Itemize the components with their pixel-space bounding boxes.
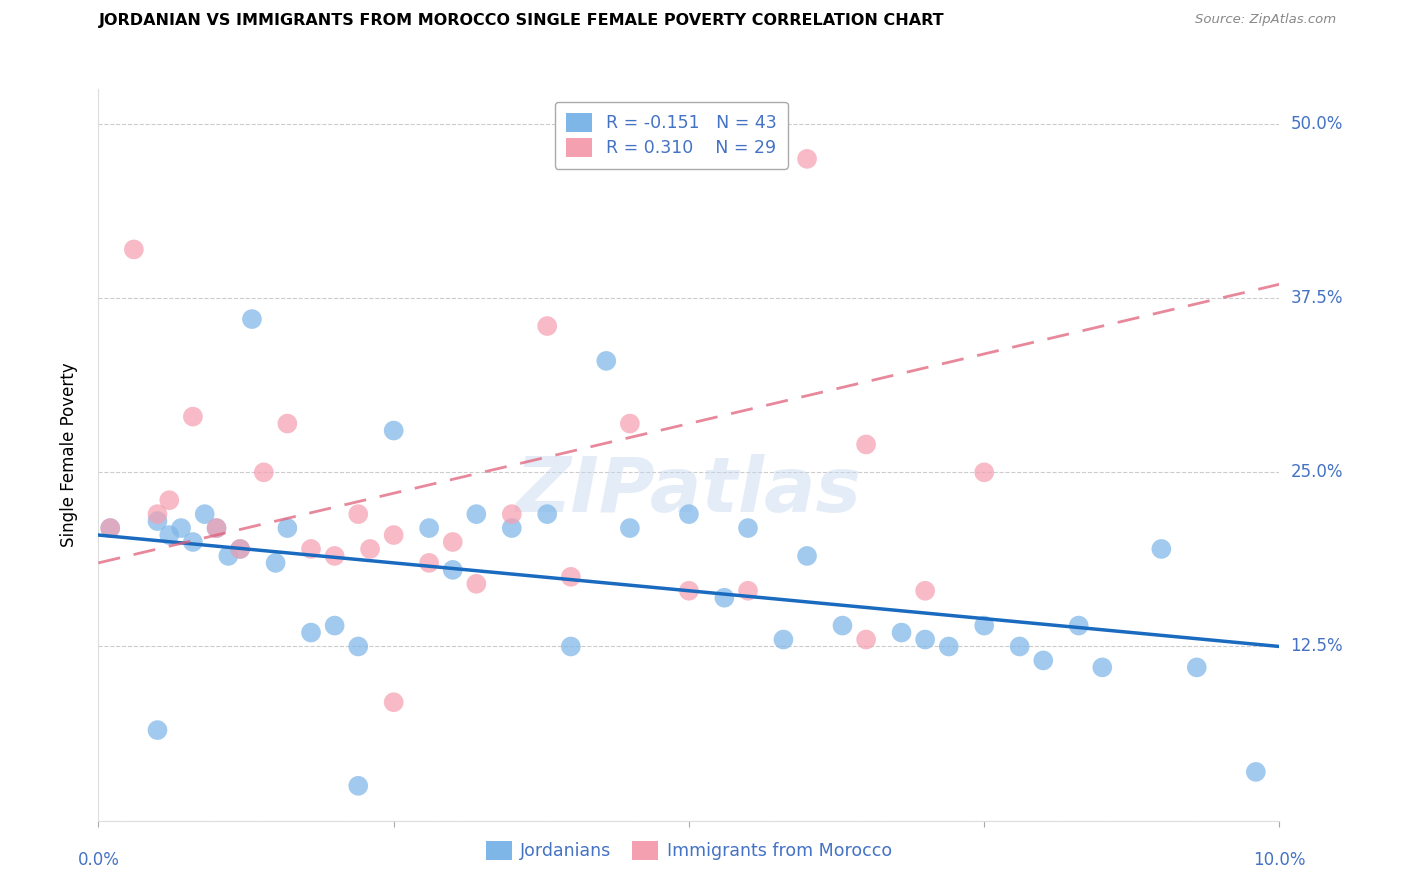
Point [536,319,558,334]
Point [831,618,853,632]
Point [347,779,370,793]
Point [619,521,641,535]
Point [914,583,936,598]
Point [1185,660,1208,674]
Text: 0.0%: 0.0% [77,851,120,869]
Point [418,556,440,570]
Point [501,521,523,535]
Point [146,723,169,737]
Point [276,521,298,535]
Point [536,507,558,521]
Point [1067,618,1090,632]
Point [229,541,252,556]
Point [418,521,440,535]
Point [276,417,298,431]
Point [619,417,641,431]
Point [382,424,405,438]
Point [299,625,322,640]
Point [465,576,488,591]
Point [382,528,405,542]
Legend: Jordanians, Immigrants from Morocco: Jordanians, Immigrants from Morocco [478,834,900,867]
Point [146,507,169,521]
Point [678,507,700,521]
Point [501,507,523,521]
Text: 12.5%: 12.5% [1291,638,1343,656]
Point [796,152,818,166]
Y-axis label: Single Female Poverty: Single Female Poverty [59,363,77,547]
Point [737,583,759,598]
Point [938,640,960,654]
Text: 37.5%: 37.5% [1291,289,1343,307]
Point [217,549,239,563]
Point [973,466,995,480]
Point [157,493,180,508]
Point [441,563,464,577]
Point [973,618,995,632]
Point [323,549,346,563]
Point [1244,764,1267,779]
Point [1008,640,1031,654]
Point [323,618,346,632]
Point [205,521,228,535]
Point [737,521,759,535]
Point [713,591,735,605]
Point [890,625,912,640]
Point [181,409,204,424]
Point [347,640,370,654]
Point [170,521,193,535]
Text: ZIPatlas: ZIPatlas [516,455,862,528]
Point [1091,660,1114,674]
Point [157,528,180,542]
Point [122,243,145,257]
Point [205,521,228,535]
Point [194,507,217,521]
Point [1032,653,1054,667]
Point [146,514,169,528]
Point [855,437,877,451]
Point [678,583,700,598]
Point [796,549,818,563]
Point [229,541,252,556]
Point [347,507,370,521]
Text: 50.0%: 50.0% [1291,115,1343,133]
Point [595,354,617,368]
Point [253,466,276,480]
Point [98,521,121,535]
Point [382,695,405,709]
Point [1150,541,1173,556]
Text: 25.0%: 25.0% [1291,463,1343,482]
Text: JORDANIAN VS IMMIGRANTS FROM MOROCCO SINGLE FEMALE POVERTY CORRELATION CHART: JORDANIAN VS IMMIGRANTS FROM MOROCCO SIN… [98,13,943,29]
Point [772,632,794,647]
Point [441,535,464,549]
Point [299,541,322,556]
Text: 10.0%: 10.0% [1253,851,1306,869]
Point [98,521,121,535]
Point [240,312,263,326]
Point [181,535,204,549]
Point [264,556,287,570]
Text: Source: ZipAtlas.com: Source: ZipAtlas.com [1195,13,1336,27]
Point [560,570,582,584]
Point [465,507,488,521]
Point [914,632,936,647]
Point [359,541,381,556]
Point [855,632,877,647]
Point [560,640,582,654]
